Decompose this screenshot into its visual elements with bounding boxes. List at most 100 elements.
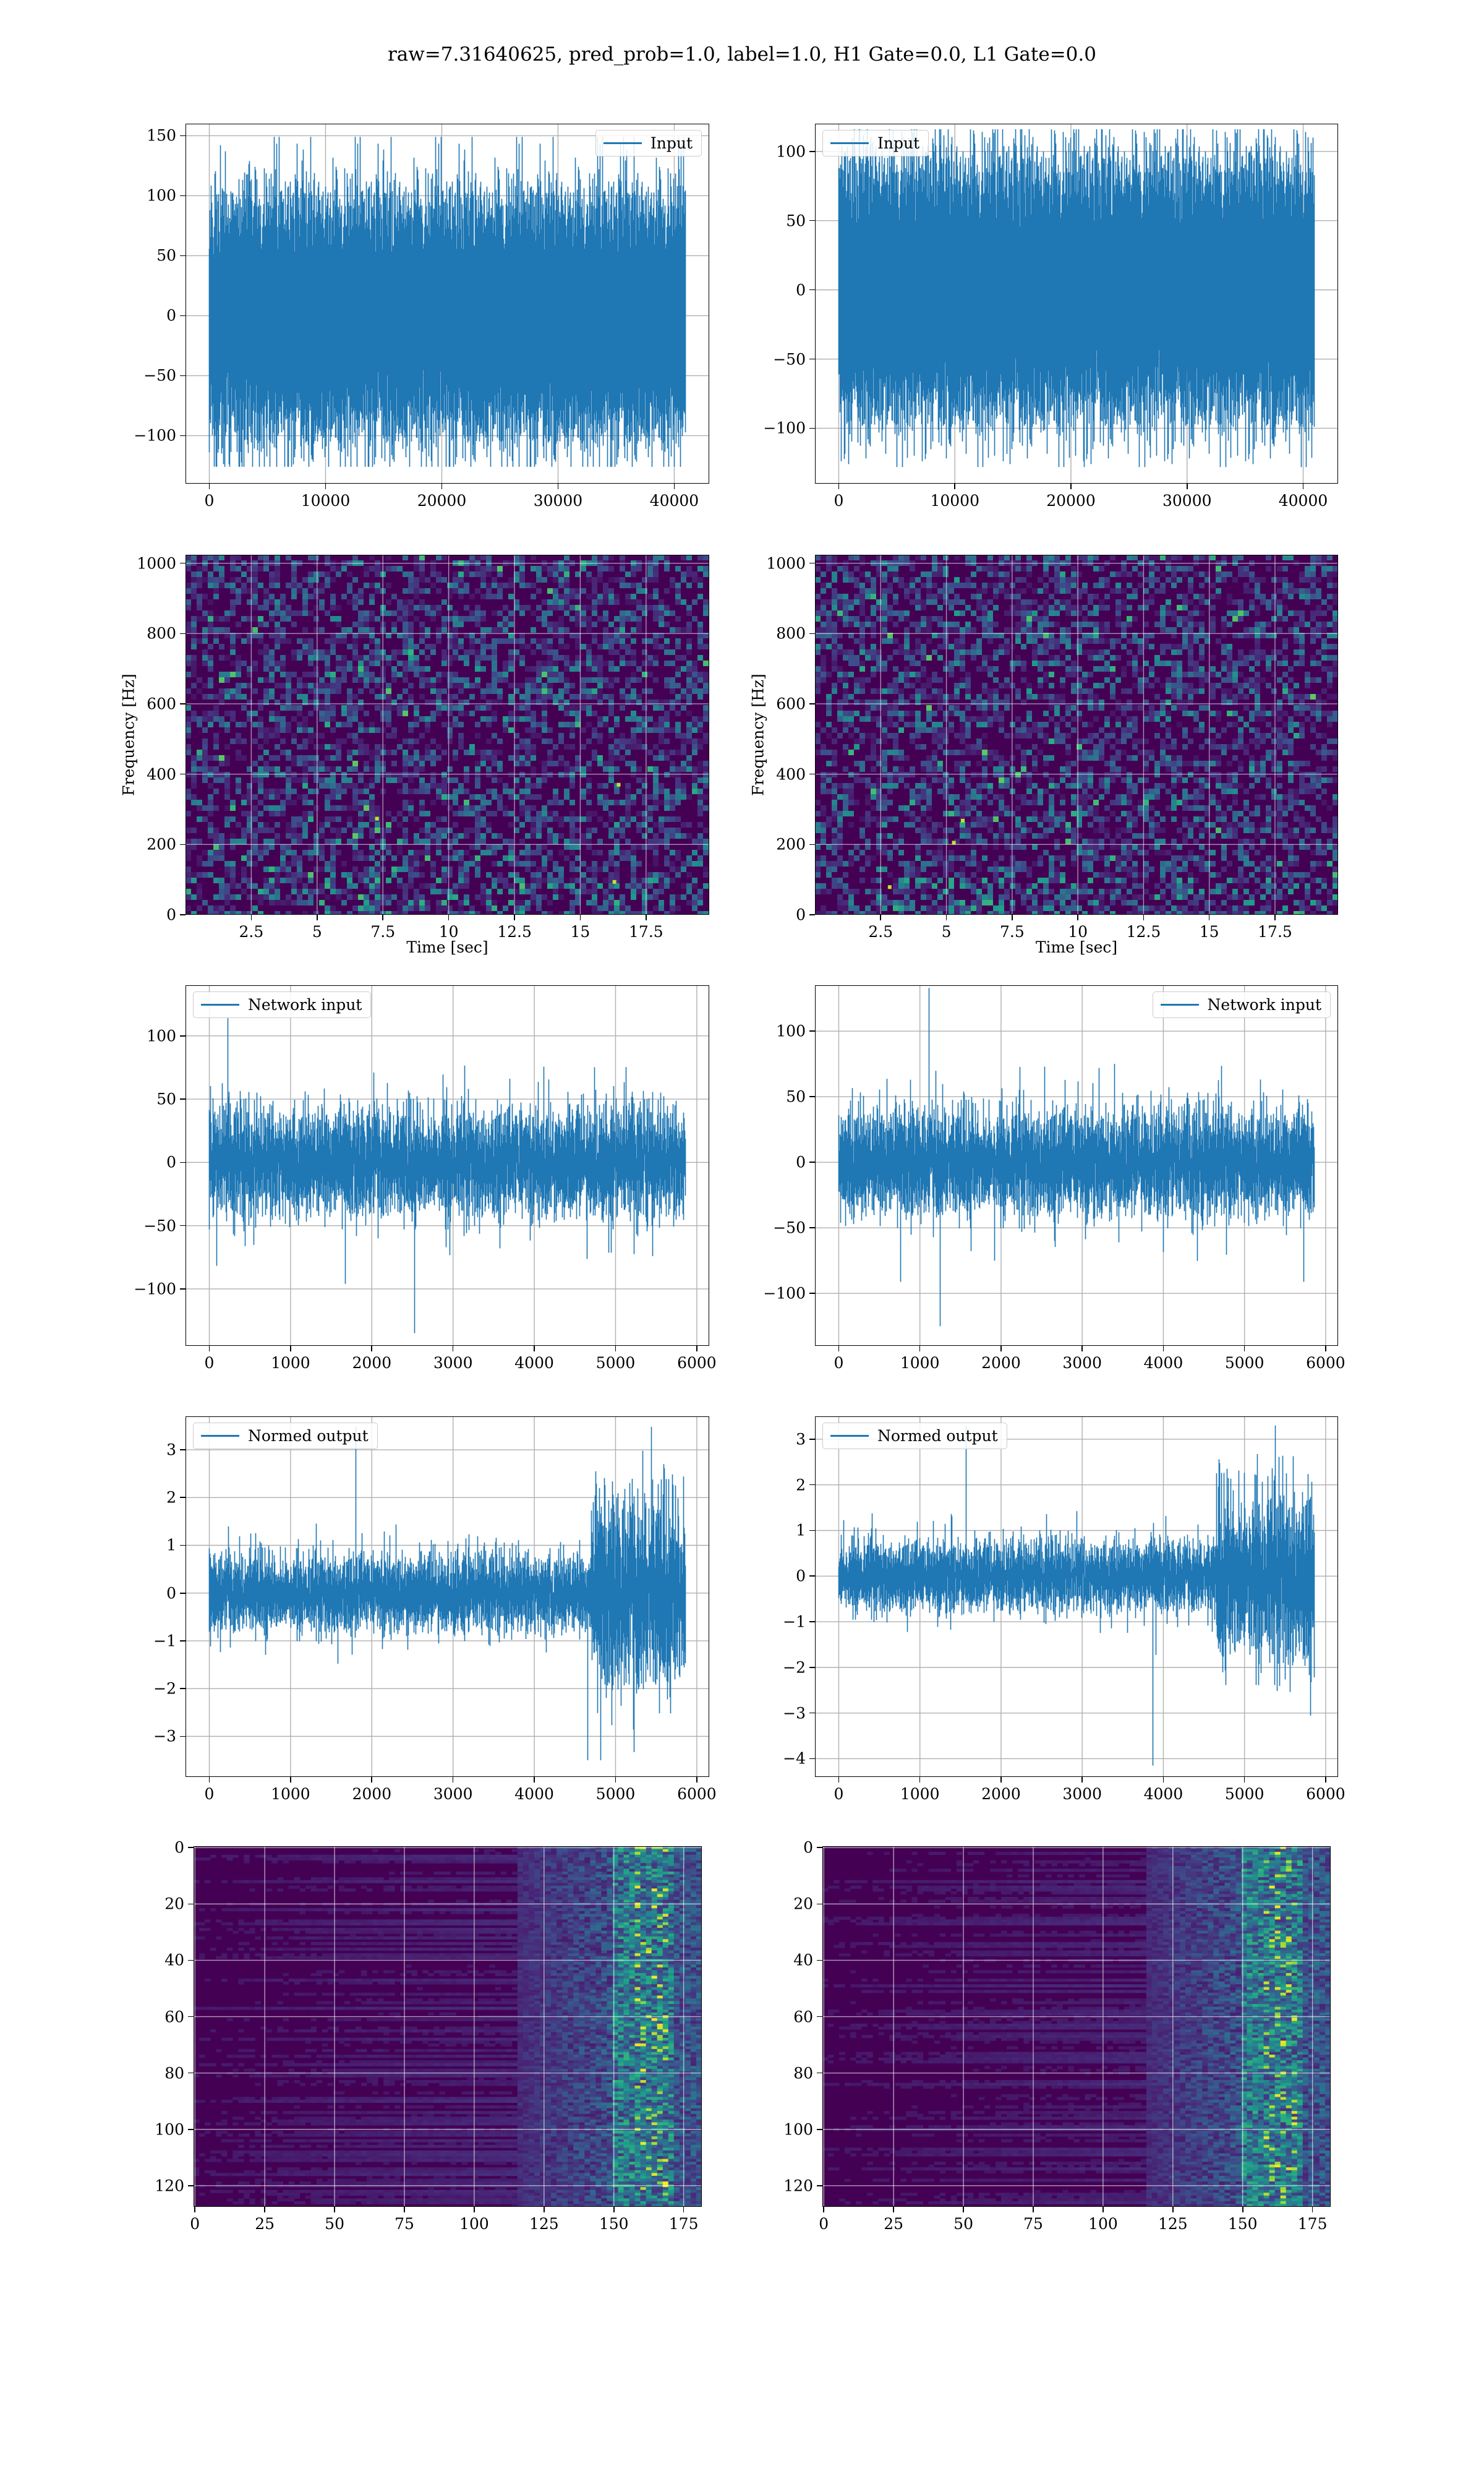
spectrogram-h1-cell xyxy=(592,894,597,900)
spectrogram-h1-cell xyxy=(286,861,291,867)
spectrogram-h1-cell xyxy=(213,855,219,861)
spectrogram-h1-cell xyxy=(430,688,436,694)
spectrogram-h1-cell xyxy=(286,844,291,850)
spectrogram-l1-cell xyxy=(1333,599,1338,605)
spectrogram-l1-cell xyxy=(999,571,1004,577)
spectrogram-h1-cell xyxy=(453,883,458,889)
spectrogram-h1-cell xyxy=(458,811,464,816)
spectrogram-h1-cell xyxy=(441,622,447,627)
spectrogram-h1-cell xyxy=(213,744,219,750)
spectrogram-l1-cell xyxy=(1238,694,1243,700)
spectrogram-h1-cell xyxy=(408,727,414,733)
spectrogram-h1-cell xyxy=(653,833,659,839)
spectrogram-l1-cell xyxy=(1032,616,1038,622)
spectrogram-h1-cell xyxy=(202,766,208,772)
spectrogram-h1-cell xyxy=(697,566,703,571)
spectrogram-h1-cell xyxy=(369,905,375,911)
spectrogram-l1-cell xyxy=(815,610,821,616)
spectrogram-l1-cell xyxy=(1004,694,1010,700)
spectrogram-l1-cell xyxy=(1043,571,1049,577)
spectrogram-l1-cell xyxy=(1255,638,1260,644)
spectrogram-l1-cell xyxy=(910,661,915,666)
spectrogram-h1-cell xyxy=(441,800,447,805)
spectrogram-h1-cell xyxy=(492,761,497,766)
spectrogram-l1-cell xyxy=(926,588,932,594)
spectrogram-h1-cell xyxy=(642,900,647,905)
spectrogram-l1-cell xyxy=(859,571,865,577)
spectrogram-h1-cell xyxy=(252,688,258,694)
spectrogram-h1-cell xyxy=(592,861,597,867)
spectrogram-h1-cell xyxy=(352,716,358,722)
spectrogram-l1-cell xyxy=(1238,688,1243,694)
spectrogram-h1-cell xyxy=(419,666,425,672)
spectrogram-h1-cell xyxy=(569,839,575,844)
spectrogram-h1-cell xyxy=(625,850,631,855)
spectrogram-h1-cell xyxy=(352,839,358,844)
spectrogram-h1-cell xyxy=(581,839,586,844)
spectrogram-h1-cell xyxy=(536,638,542,644)
spectrogram-h1-cell xyxy=(430,750,436,755)
spectrogram-h1-cell xyxy=(341,677,347,683)
spectrogram-l1-cell xyxy=(826,599,832,605)
spectrogram-l1-cell xyxy=(871,733,876,738)
spectrogram-h1-cell xyxy=(547,638,553,644)
spectrogram-h1-cell xyxy=(419,599,425,605)
input-l1-legend-label: Input xyxy=(877,135,919,151)
spectrogram-h1-cell xyxy=(475,822,480,828)
spectrogram-h1-cell xyxy=(536,777,542,783)
spectrogram-h1-cell xyxy=(597,700,603,705)
spectrogram-h1-cell xyxy=(186,655,191,661)
spectrogram-h1-cell xyxy=(597,599,603,605)
spectrogram-h1-cell xyxy=(330,566,336,571)
input-h1-xtick-label: 10000 xyxy=(301,493,351,508)
spectrogram-h1-cell xyxy=(586,783,592,789)
spectrogram-h1-cell xyxy=(664,883,670,889)
spectrogram-h1-cell xyxy=(302,694,308,700)
spectrogram-l1-cell xyxy=(987,610,993,616)
spectrogram-h1-cell xyxy=(447,727,453,733)
spectrogram-h1-cell xyxy=(575,889,581,894)
spectrogram-h1-cell xyxy=(675,777,681,783)
spectrogram-h1-cell xyxy=(553,894,558,900)
input-h1-ytick-label: 150 xyxy=(147,128,176,143)
spectrogram-h1-cell xyxy=(536,688,542,694)
spectrogram-h1-cell xyxy=(653,705,659,711)
spectrogram-h1-cell xyxy=(280,867,286,872)
spectrogram-l1-cell xyxy=(921,683,926,688)
spectrogram-h1-cell xyxy=(492,655,497,661)
spectrogram-l1-cell xyxy=(937,722,943,727)
spectrogram-l1-cell xyxy=(1060,571,1065,577)
spectrogram-h1-cell xyxy=(569,727,575,733)
spectrogram-h1-cell xyxy=(697,633,703,638)
spectrogram-h1-cell xyxy=(675,867,681,872)
spectrogram-h1-cell xyxy=(592,666,597,672)
spectrogram-h1-cell xyxy=(536,694,542,700)
spectrogram-h1-cell xyxy=(525,711,531,716)
spectrogram-h1-cell xyxy=(564,816,569,822)
spectrogram-l1-cell xyxy=(921,722,926,727)
spectrogram-h1-cell xyxy=(697,744,703,750)
spectrogram-h1-cell xyxy=(625,594,631,599)
spectrogram-l1-cell xyxy=(1054,694,1060,700)
spectrogram-h1-cell xyxy=(686,610,692,616)
spectrogram-l1-cell xyxy=(887,655,893,661)
spectrogram-h1-cell xyxy=(614,883,620,889)
spectrogram-h1-cell xyxy=(336,688,341,694)
spectrogram-l1-cell xyxy=(960,683,965,688)
spectrogram-l1-cell xyxy=(1232,677,1238,683)
spectrogram-h1-cell xyxy=(558,605,564,610)
spectrogram-l1-cell xyxy=(893,711,898,716)
spectrogram-h1-cell xyxy=(569,616,575,622)
spectrogram-l1-cell xyxy=(1310,577,1316,583)
spectrogram-h1-cell xyxy=(308,816,313,822)
spectrogram-h1-cell xyxy=(436,833,441,839)
spectrogram-l1-cell xyxy=(1065,605,1071,610)
spectrogram-h1-cell xyxy=(369,610,375,616)
spectrogram-h1-cell xyxy=(275,872,280,878)
spectrogram-h1-cell xyxy=(547,677,553,683)
spectrogram-l1-cell xyxy=(960,583,965,588)
spectrogram-h1-cell xyxy=(208,644,213,649)
spectrogram-h1-cell xyxy=(558,688,564,694)
spectrogram-h1-cell xyxy=(302,772,308,777)
spectrogram-h1-cell xyxy=(347,571,352,577)
